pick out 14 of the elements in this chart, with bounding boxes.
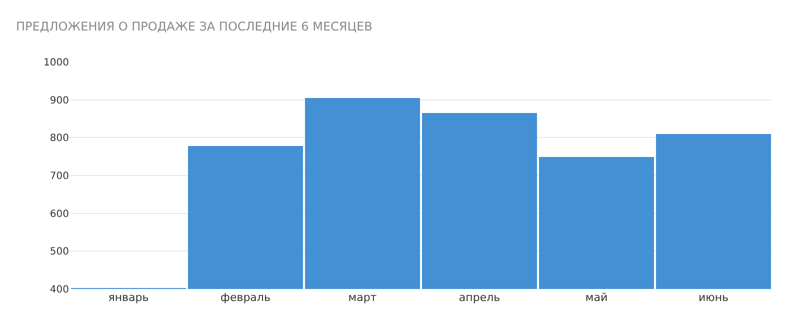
x-tick-label: май [585,291,608,304]
x-tick-label: апрель [458,291,500,304]
y-tick-label: 700 [50,171,69,182]
y-tick-label: 600 [50,208,69,220]
y-tick-label: 500 [50,246,69,258]
y-tick-label: 1000 [44,58,69,68]
y-tick-label: 800 [50,133,69,144]
x-tick-label: март [348,291,378,304]
y-tick-label: 900 [50,95,69,106]
y-tick-label: 400 [50,284,69,296]
chart-title: ПРЕДЛОЖЕНИЯ О ПРОДАЖЕ ЗА ПОСЛЕДНИЕ 6 МЕСЯЦЕВ [16,20,372,34]
x-tick-label: февраль [220,291,270,304]
x-tick-label: январь [108,291,149,304]
x-tick-label: июнь [698,291,729,304]
